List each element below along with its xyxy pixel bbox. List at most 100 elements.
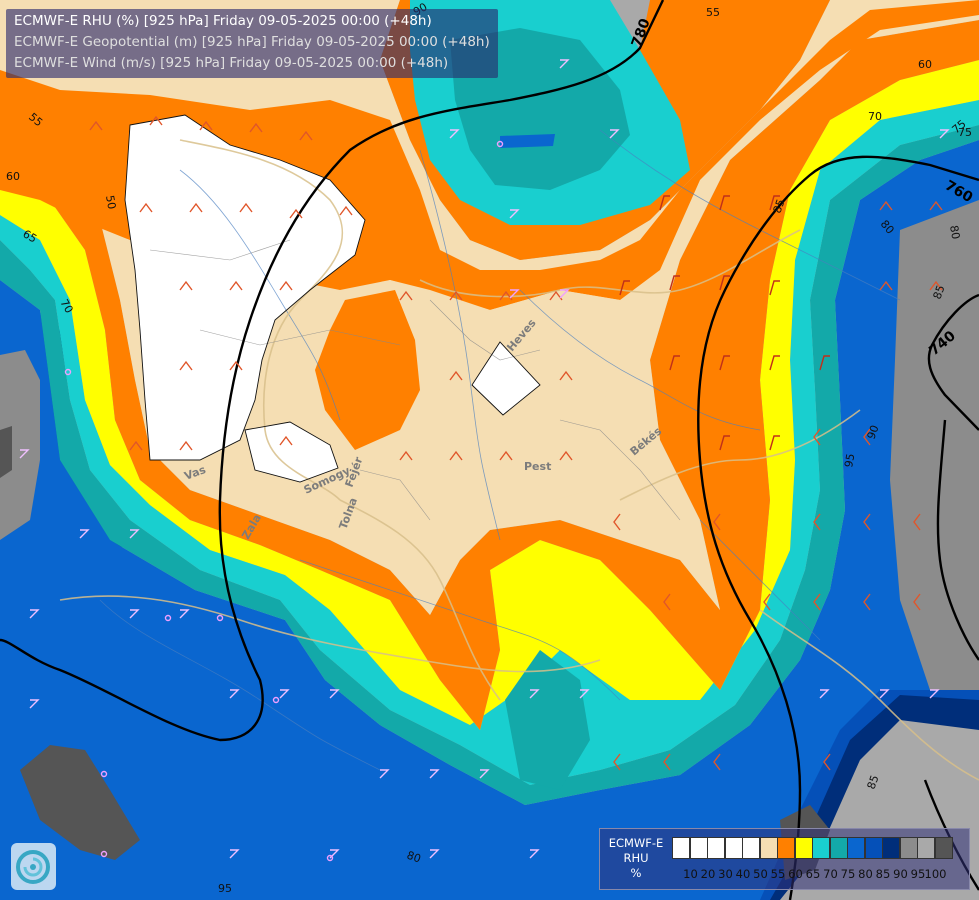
wind-barb (529, 689, 540, 699)
legend-swatch (829, 837, 848, 859)
rhu-contour-lines (124, 114, 541, 483)
legend-swatch (899, 837, 918, 859)
wind-barb (29, 699, 40, 709)
title-rhu: ECMWF-E RHU (%) [925 hPa] Friday 09-05-2… (14, 13, 432, 29)
rhu-label: 60 (918, 58, 932, 71)
place-name: Pest (524, 460, 551, 473)
wind-barb (769, 195, 780, 211)
wind-barb (129, 609, 140, 619)
wind-barb (129, 440, 143, 451)
wind-barb (329, 689, 340, 699)
legend-swatch (724, 837, 743, 859)
legend-tick: 95 (910, 867, 926, 881)
rhu-50-patch-south (245, 422, 338, 482)
wind-barb (929, 280, 943, 291)
wind-barb (619, 280, 630, 296)
wind-barb (929, 689, 940, 699)
wind-barb (249, 122, 263, 133)
map-title-box: ECMWF-E RHU (%) [925 hPa] Friday 09-05-2… (6, 9, 498, 78)
wind-barb (613, 753, 621, 771)
legend-variable: RHU (623, 851, 649, 865)
title-wind: ECMWF-E Wind (m/s) [925 hPa] Friday 09-0… (14, 55, 449, 71)
rhu-100-southwest (20, 745, 140, 860)
wind-barb (719, 195, 730, 211)
wind-barb (879, 689, 890, 699)
wind-barb (179, 360, 193, 371)
wind-barb (199, 120, 213, 131)
wind-barb (879, 280, 893, 291)
wind-barb (813, 593, 821, 611)
wind-barb (399, 290, 413, 301)
wind-barb (399, 450, 413, 461)
rhu-50-patch-center (472, 342, 540, 415)
wind-barb (429, 849, 440, 859)
borders (59, 139, 979, 781)
wind-barb (719, 355, 730, 371)
wind-barb (239, 202, 253, 213)
wind-barb (719, 435, 730, 451)
wind-barb (29, 609, 40, 619)
wind-barb (613, 513, 621, 531)
rhu-label: 70 (57, 297, 75, 316)
wind-barb (913, 593, 921, 611)
rhu-95-west (0, 350, 40, 540)
wind-barb (713, 753, 721, 771)
legend-swatch (707, 837, 725, 859)
wind-barb (663, 753, 671, 771)
wind-barb (179, 440, 193, 451)
wind-barb (769, 280, 780, 296)
wind-barb (279, 280, 293, 291)
legend-tick: 100 (924, 867, 947, 881)
rhu-label: 90 (865, 423, 882, 441)
wind-barb (139, 202, 153, 213)
rhu-label: 80 (405, 849, 423, 866)
wind-barbs (19, 59, 950, 859)
wind-barb (939, 129, 950, 139)
wind-barb (429, 769, 440, 779)
legend-model: ECMWF-E (608, 836, 664, 850)
wind-barb (229, 280, 243, 291)
legend-tick: 50 (753, 867, 768, 881)
legend-swatch (759, 837, 778, 859)
legend-swatch (689, 837, 708, 859)
wind-barb (813, 513, 821, 531)
wind-barb (229, 360, 243, 371)
wind-barb (299, 130, 313, 141)
wind-barb (179, 609, 190, 619)
wind-barb (529, 849, 540, 859)
legend-label: ECMWF-E RHU % (604, 836, 668, 881)
legend-tick: 30 (718, 867, 733, 881)
rhu-label: 60 (6, 170, 20, 183)
wind-barb (669, 355, 680, 371)
wind-barb (559, 370, 573, 381)
wind-barb (863, 513, 871, 531)
legend-tick: 65 (805, 867, 821, 881)
calm-marker (272, 696, 280, 704)
legend-tick: 40 (735, 867, 751, 881)
legend-swatch (847, 837, 865, 859)
calm-marker (326, 854, 334, 862)
rhu-label: 85 (771, 197, 788, 215)
wind-barb (713, 513, 721, 531)
title-geopotential: ECMWF-E Geopotential (m) [925 hPa] Frida… (14, 34, 490, 50)
calm-marker (216, 614, 224, 622)
legend-swatch (672, 837, 690, 859)
wind-barb (813, 428, 821, 446)
wind-barb (509, 209, 520, 219)
legend-unit: % (630, 866, 642, 880)
wind-barb (449, 290, 463, 301)
calm-marker (100, 770, 108, 778)
wind-barb (819, 689, 830, 699)
wind-barb (289, 208, 303, 219)
wind-barb (579, 689, 590, 699)
color-legend: ECMWF-E RHU % 10 20 30 40 50 55 60 65 70 75 80 85 90… (599, 828, 970, 890)
wind-barb (499, 450, 513, 461)
wind-barb (769, 355, 780, 371)
rhu-label: 65 (21, 227, 40, 245)
wind-barb (79, 529, 90, 539)
rhu-label: 85 (931, 283, 948, 301)
wind-barb (559, 59, 570, 69)
wind-barb (379, 769, 390, 779)
